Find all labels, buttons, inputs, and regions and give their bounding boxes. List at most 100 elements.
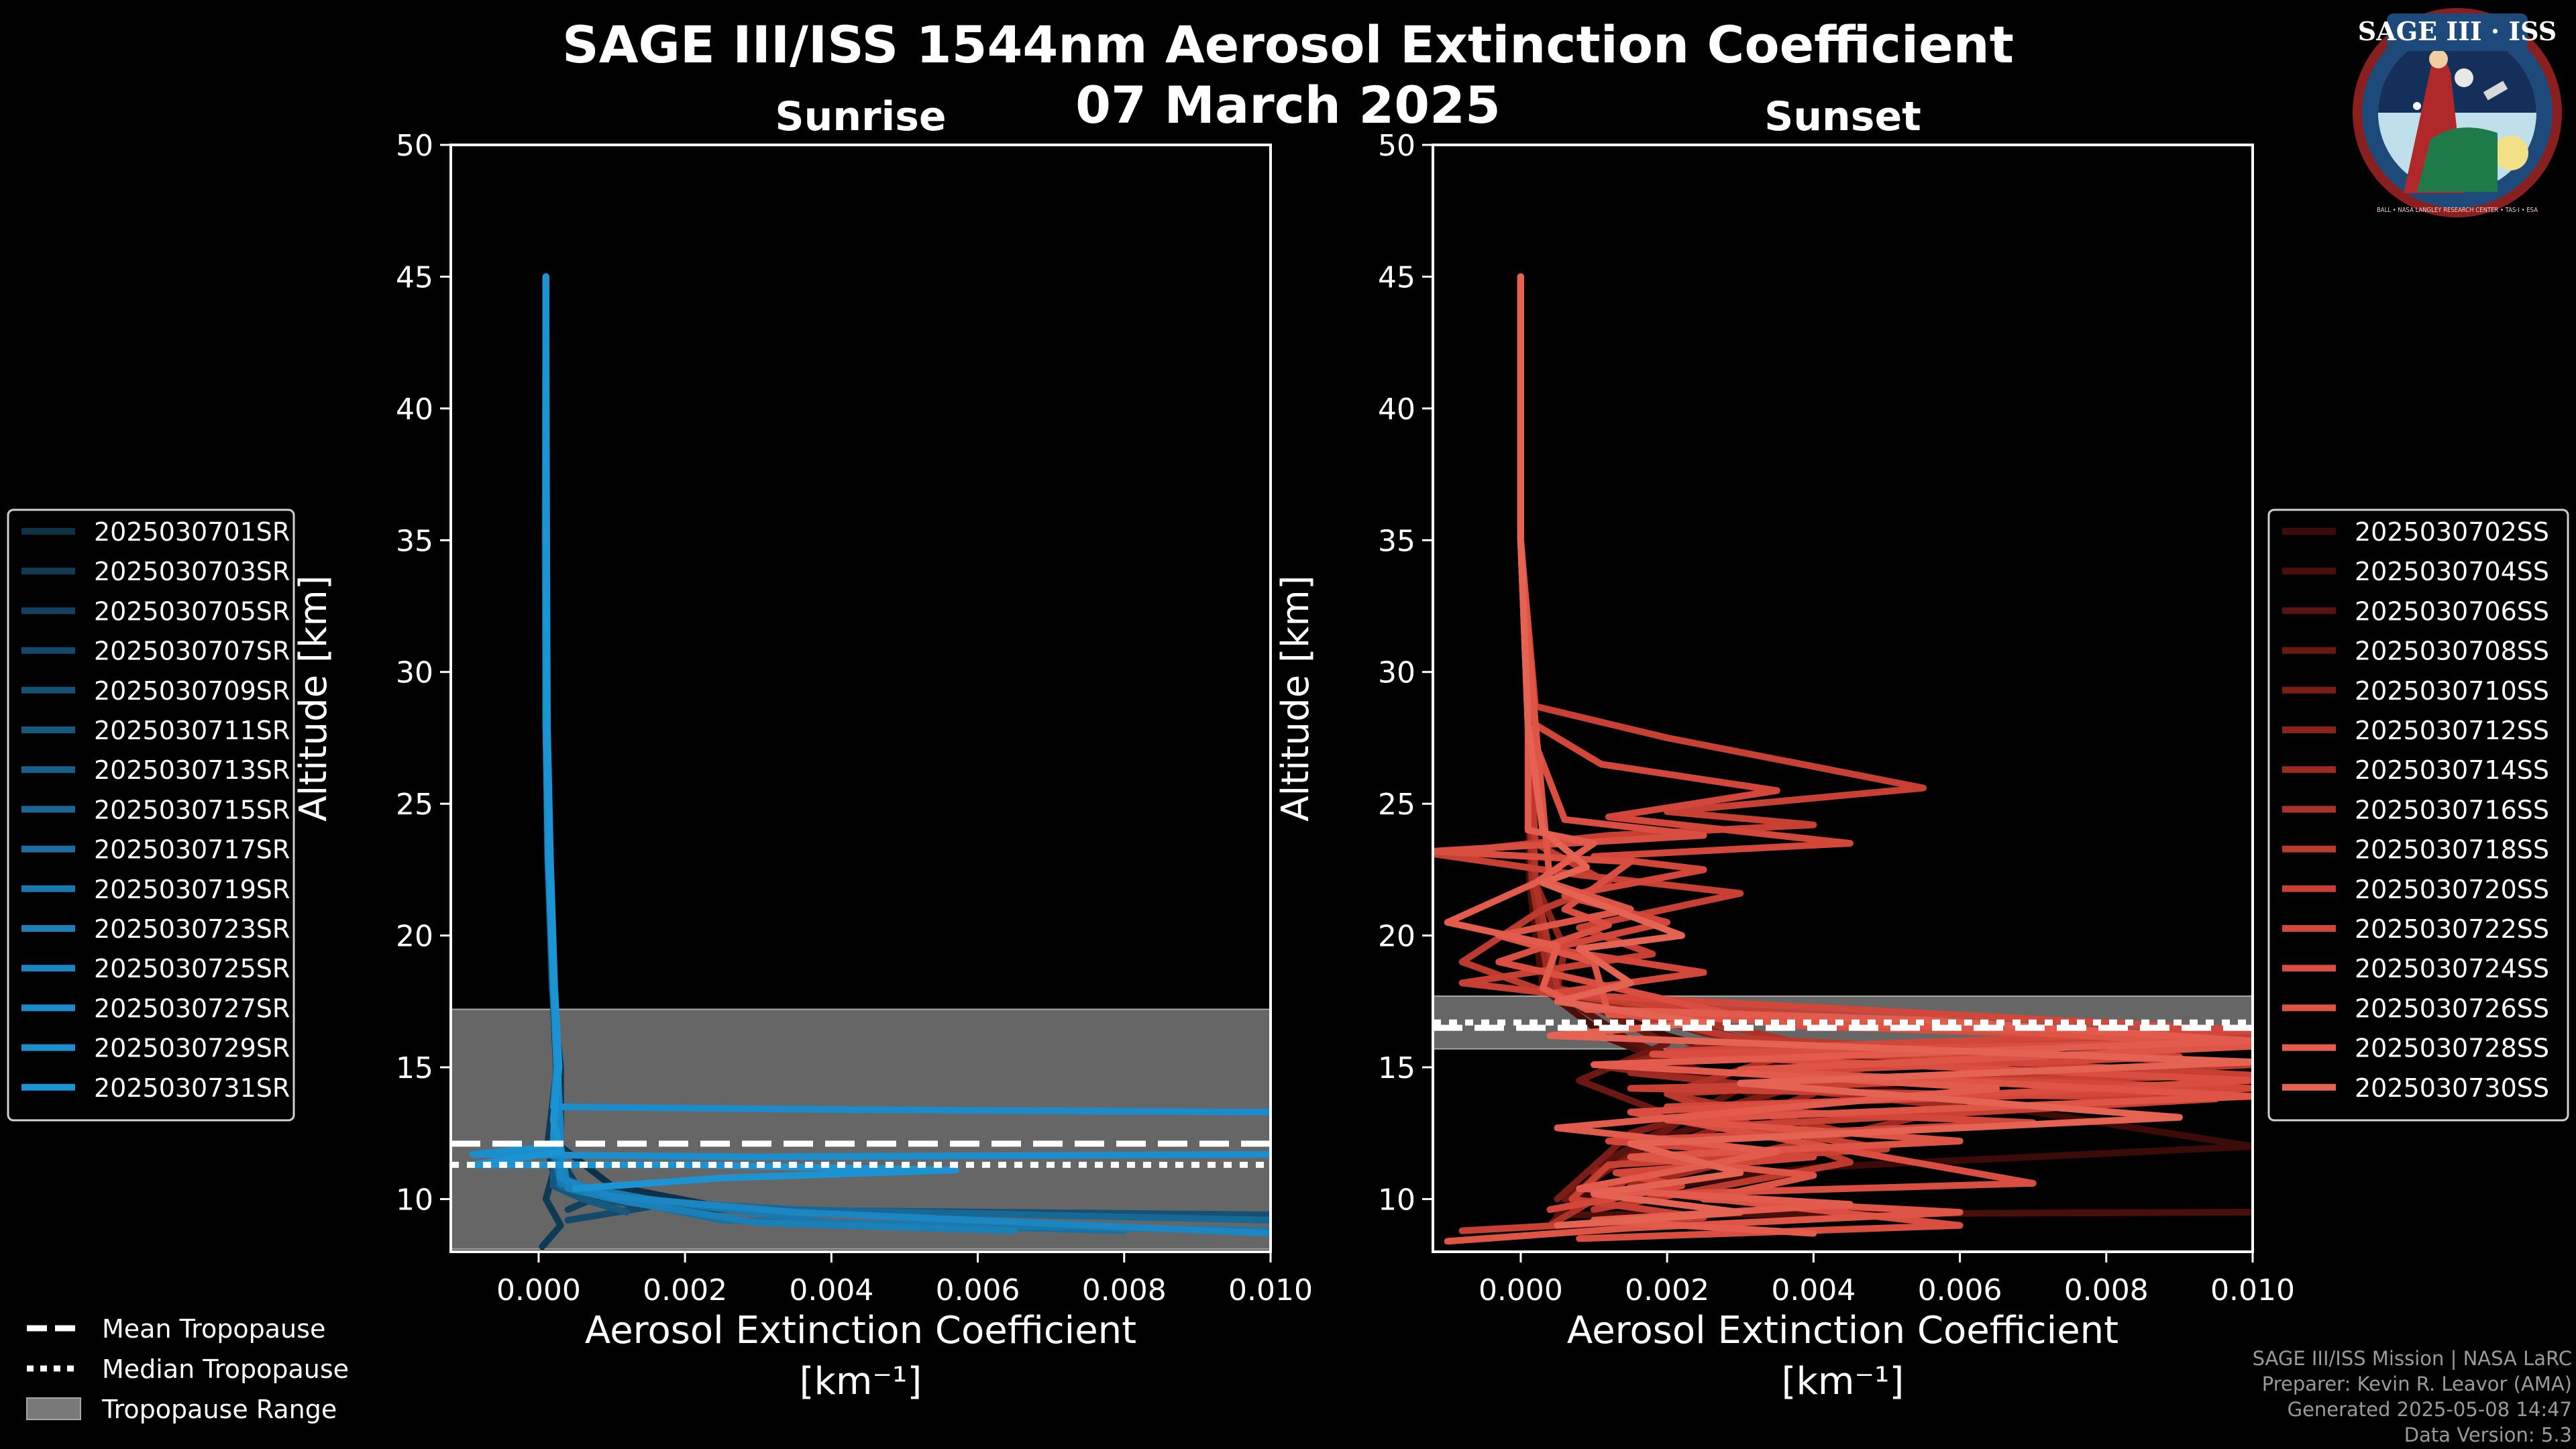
x-tick-label: 0.008 <box>1082 1273 1167 1307</box>
profile-lines <box>1433 273 2253 1245</box>
mission-logo: SAGE III · ISS BALL • NASA LANGLEY RESEA… <box>2353 8 2562 217</box>
y-tick-label: 35 <box>1378 524 1415 558</box>
y-tick-label: 40 <box>1378 392 1415 427</box>
legend-entry: 2025030731SR <box>94 1073 290 1103</box>
legend-entry: 2025030703SR <box>94 557 290 586</box>
legend-entry: 2025030707SR <box>94 637 290 666</box>
legend-entry: 2025030726SS <box>2355 994 2549 1023</box>
y-tick-label: 40 <box>396 392 433 427</box>
legend-entry: 2025030702SS <box>2355 517 2549 547</box>
y-tick-label: 10 <box>396 1183 433 1217</box>
legend-sunrise: 2025030701SR 2025030703SR 2025030705SR 2025… <box>7 508 295 1122</box>
x-axis-unit: [km⁻¹] <box>800 1360 922 1403</box>
logo-station <box>2483 80 2508 101</box>
x-tick-label: 0.004 <box>789 1273 873 1307</box>
plot-frame <box>449 144 1272 1253</box>
legend-entry: 2025030712SS <box>2355 716 2549 745</box>
legend-box <box>2267 508 2569 1122</box>
logo-banner <box>2387 13 2528 51</box>
x-tick-label: 0.010 <box>1228 1273 1313 1307</box>
panel-sunrise: 10 15 20 25 30 35 40 45 50 0.000 0.002 0.004 0.006 0.… <box>292 93 1313 1403</box>
x-axis-unit: [km⁻¹] <box>1782 1360 1904 1403</box>
legend-entry: 2025030720SS <box>2355 875 2549 904</box>
x-tick-label: 0.004 <box>1771 1273 1856 1307</box>
credits-mission: SAGE III/ISS Mission | NASA LaRC <box>2252 1347 2572 1370</box>
y-tick-label: 45 <box>396 260 433 294</box>
legend-entry: 2025030718SS <box>2355 835 2549 865</box>
profile-2025030727SR <box>542 273 1271 1116</box>
legend-entry: 2025030708SS <box>2355 637 2549 666</box>
y-axis-label: Altitude [km] <box>292 575 335 821</box>
logo-earth <box>2417 127 2498 192</box>
y-tick-label: 30 <box>396 656 433 690</box>
legend-entry: 2025030701SR <box>94 517 290 547</box>
legend-entry: 2025030706SS <box>2355 596 2549 626</box>
logo-sun <box>2493 136 2528 170</box>
credits-version: Data Version: 5.3 <box>2404 1424 2572 1446</box>
y-tick-label: 20 <box>396 920 433 954</box>
legend-sunset: 2025030702SS 2025030704SS 2025030706SS 2025… <box>2267 508 2569 1122</box>
x-tick-label: 0.000 <box>496 1273 581 1307</box>
y-tick-label: 50 <box>396 129 433 163</box>
panel-title: Sunset <box>1764 93 1921 140</box>
credits-preparer: Preparer: Kevin R. Leavor (AMA) <box>2261 1373 2572 1395</box>
chart-date: 07 March 2025 <box>1075 75 1501 135</box>
y-tick-label: 45 <box>1378 260 1415 294</box>
legend-tropopause-entry: Median Tropopause <box>102 1354 349 1384</box>
legend-entry: 2025030725SR <box>94 954 290 983</box>
legend-entry: 2025030723SR <box>94 914 290 944</box>
legend-entry: 2025030704SS <box>2355 557 2549 586</box>
legend-box <box>7 508 295 1122</box>
legend-entry: 2025030715SR <box>94 795 290 824</box>
x-tick-label: 0.000 <box>1479 1273 1563 1307</box>
legend-entry: 2025030727SR <box>94 994 290 1023</box>
legend-entry: 2025030705SR <box>94 596 290 626</box>
legend-entry: 2025030730SS <box>2355 1073 2549 1103</box>
x-tick-label: 0.002 <box>643 1273 727 1307</box>
credits-generated: Generated 2025-05-08 14:47 <box>2287 1398 2572 1421</box>
credits: SAGE III/ISS Mission | NASA LaRC Prepare… <box>2253 1346 2572 1448</box>
legend-entry: 2025030709SR <box>94 676 290 706</box>
profile-2025030731SR <box>469 273 959 1192</box>
y-tick-label: 35 <box>396 524 433 558</box>
y-tick-label: 10 <box>1378 1183 1415 1217</box>
legend-entry: 2025030729SR <box>94 1034 290 1063</box>
legend-entry: 2025030711SR <box>94 716 290 745</box>
plot-frame <box>1432 144 2254 1253</box>
logo-moon <box>2455 68 2473 87</box>
profile-2025030728SS <box>1444 273 2253 1237</box>
y-tick-label: 15 <box>396 1051 433 1085</box>
logo-star <box>2413 102 2421 110</box>
x-tick-label: 0.002 <box>1625 1273 1709 1307</box>
x-tick-label: 0.008 <box>2064 1273 2149 1307</box>
profile-lines <box>469 273 1271 1250</box>
legend-entry: 2025030713SR <box>94 755 290 785</box>
legend-tropopause: Mean Tropopause Median Tropopause Tropopau… <box>26 1314 349 1424</box>
logo-ring-text: BALL • NASA LANGLEY RESEARCH CENTER • TA… <box>2377 207 2538 214</box>
legend-entry: 2025030728SS <box>2355 1034 2549 1063</box>
profile-2025030730SS <box>1517 273 2253 1229</box>
y-tick-label: 15 <box>1378 1051 1415 1085</box>
chart-title: SAGE III/ISS 1544nm Aerosol Extinction C… <box>562 15 2014 74</box>
y-tick-label: 25 <box>396 788 433 822</box>
legend-entry: 2025030719SR <box>94 875 290 904</box>
x-axis-label: Aerosol Extinction Coefficient <box>585 1309 1136 1352</box>
legend-entry: 2025030724SS <box>2355 954 2549 983</box>
y-tick-label: 25 <box>1378 788 1415 822</box>
legend-entry: 2025030722SS <box>2355 914 2549 944</box>
y-tick-label: 20 <box>1378 920 1415 954</box>
y-axis-label: Altitude [km] <box>1274 575 1318 821</box>
legend-entry: 2025030710SS <box>2355 676 2549 706</box>
logo-text: SAGE III · ISS <box>2358 16 2557 46</box>
legend-entry: 2025030716SS <box>2355 795 2549 824</box>
legend-entry: 2025030714SS <box>2355 755 2549 785</box>
x-tick-label: 0.006 <box>936 1273 1020 1307</box>
panel-title: Sunrise <box>775 93 946 140</box>
x-axis-label: Aerosol Extinction Coefficient <box>1567 1309 2118 1352</box>
logo-figure-head <box>2429 50 2448 68</box>
y-tick-label: 50 <box>1378 129 1415 163</box>
panel-sunset: 10 15 20 25 30 35 40 45 50 0.000 0.002 0.004 0.006 0.… <box>1274 93 2295 1403</box>
legend-tropopause-entry: Mean Tropopause <box>102 1314 325 1344</box>
legend-tropopause-entry: Tropopause Range <box>101 1395 337 1424</box>
